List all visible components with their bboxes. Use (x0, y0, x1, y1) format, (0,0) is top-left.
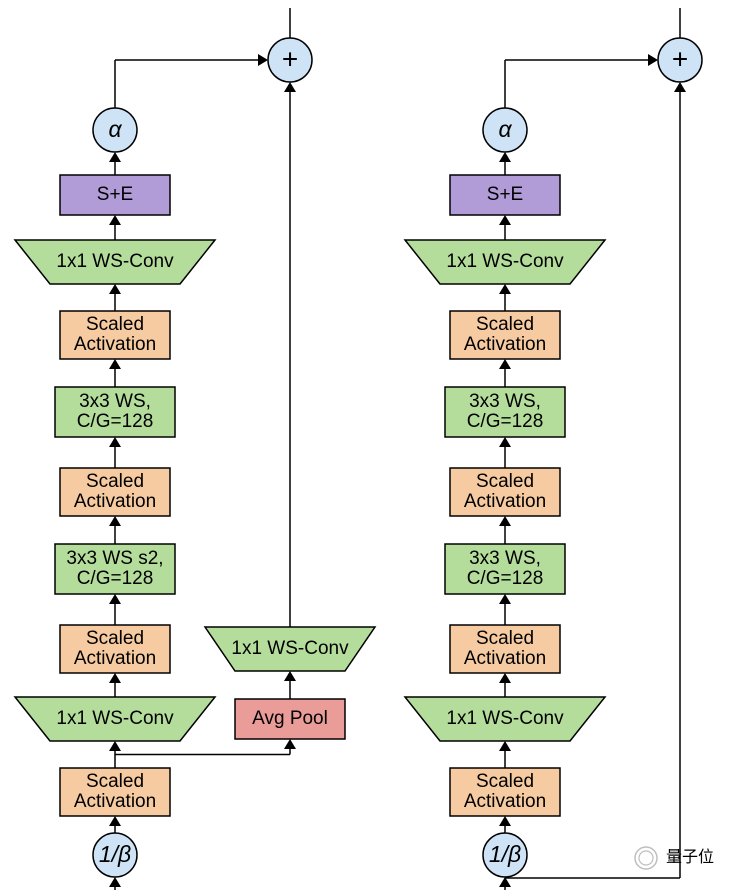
left-main-conv_3x3_s2-4-label: 3x3 WS s2, (66, 548, 163, 569)
right-main-scaled_activation-3-label: Scaled (476, 628, 534, 649)
right-main-scaled_activation-5-label: Scaled (476, 471, 534, 492)
right-arrow-1-head (499, 741, 511, 751)
right-arrow-9-head (499, 152, 511, 162)
left-arrow-8-head (109, 215, 121, 225)
right-skip-to-plus-head (674, 82, 686, 92)
left-main-conv_3x3_s2-4-label: C/G=128 (77, 568, 154, 589)
watermark-icon (635, 847, 657, 869)
right-main-se-9-label: S+E (487, 184, 523, 205)
left-arrow-9-head (109, 152, 121, 162)
left-skip-arrow-0-head (284, 671, 296, 681)
right-arrow-3-head (499, 594, 511, 604)
left-main-scaled_activation-5-label: Scaled (86, 471, 144, 492)
right-main-conv_1x1_expand-2-label: 1x1 WS-Conv (446, 708, 564, 729)
left-main-scaled_activation-7-label: Activation (74, 334, 156, 355)
left-arrow-4-head (109, 516, 121, 526)
left-skip-conv_1x1_skip-1-label: 1x1 WS-Conv (231, 638, 349, 659)
left-arrow-3-head (109, 594, 121, 604)
right-main-conv_3x3-6-label: 3x3 WS, (469, 391, 541, 412)
left-main-scaled_activation-1-label: Scaled (86, 771, 144, 792)
right-main-scaled_activation-5-label: Activation (464, 491, 546, 512)
left-main-conv_1x1_reduce-8-label: 1x1 WS-Conv (56, 251, 174, 272)
right-plus-label: + (672, 43, 688, 74)
left-arrow-0-head (109, 816, 121, 826)
right-main-conv_1x1_reduce-8-label: 1x1 WS-Conv (446, 251, 564, 272)
left-arrow-6-head (109, 359, 121, 369)
left-main-scaled_activation-1-label: Activation (74, 791, 156, 812)
right-arrow-8-head (499, 215, 511, 225)
left-arrow-5-head (109, 437, 121, 447)
left-skip-to-plus-head (284, 82, 296, 92)
left-main-alpha-10-label: α (108, 116, 122, 142)
right-main-scaled_activation-1-label: Scaled (476, 771, 534, 792)
left-arrow-7-head (109, 284, 121, 294)
left-main-scaled_activation-7-label: Scaled (86, 314, 144, 335)
right-main-conv_3x3-6-label: C/G=128 (467, 411, 544, 432)
right-arrow-6-head (499, 359, 511, 369)
right-main-conv_3x3-4-label: C/G=128 (467, 568, 544, 589)
left-skip-avg_pool-0-label: Avg Pool (252, 708, 328, 729)
watermark-icon-inner (639, 851, 653, 865)
right-main-conv_3x3-4-label: 3x3 WS, (469, 548, 541, 569)
right-main-scaled_activation-7-label: Activation (464, 334, 546, 355)
right-main-scaled_activation-1-label: Activation (464, 791, 546, 812)
right-main-beta-0-label: 1/β (489, 841, 521, 867)
left-main-conv_3x3-6-label: 3x3 WS, (79, 391, 151, 412)
right-arrow-2-head (499, 673, 511, 683)
right-main-scaled_activation-3-label: Activation (464, 648, 546, 669)
left-main-scaled_activation-3-label: Activation (74, 648, 156, 669)
left-main-scaled_activation-3-label: Scaled (86, 628, 144, 649)
watermark-text: 量子位 (666, 848, 714, 866)
left-plus-label: + (282, 43, 298, 74)
left-main-beta-0-label: 1/β (99, 841, 131, 867)
left-arrow-2-head (109, 673, 121, 683)
left-in-arrow-head (109, 877, 121, 887)
right-arrow-7-head (499, 284, 511, 294)
right-arrow-4-head (499, 516, 511, 526)
left-main-scaled_activation-5-label: Activation (74, 491, 156, 512)
left-main-se-9-label: S+E (97, 184, 133, 205)
right-main-alpha-10-label: α (498, 116, 512, 142)
right-alpha-to-plus-head (648, 54, 658, 66)
right-arrow-0-head (499, 816, 511, 826)
right-main-scaled_activation-7-label: Scaled (476, 314, 534, 335)
left-arrow-1-head (109, 741, 121, 751)
left-alpha-to-plus-head (258, 54, 268, 66)
right-arrow-5-head (499, 437, 511, 447)
left-skip-in-head (284, 739, 296, 749)
left-main-conv_3x3-6-label: C/G=128 (77, 411, 154, 432)
left-main-conv_1x1_expand-2-label: 1x1 WS-Conv (56, 708, 174, 729)
